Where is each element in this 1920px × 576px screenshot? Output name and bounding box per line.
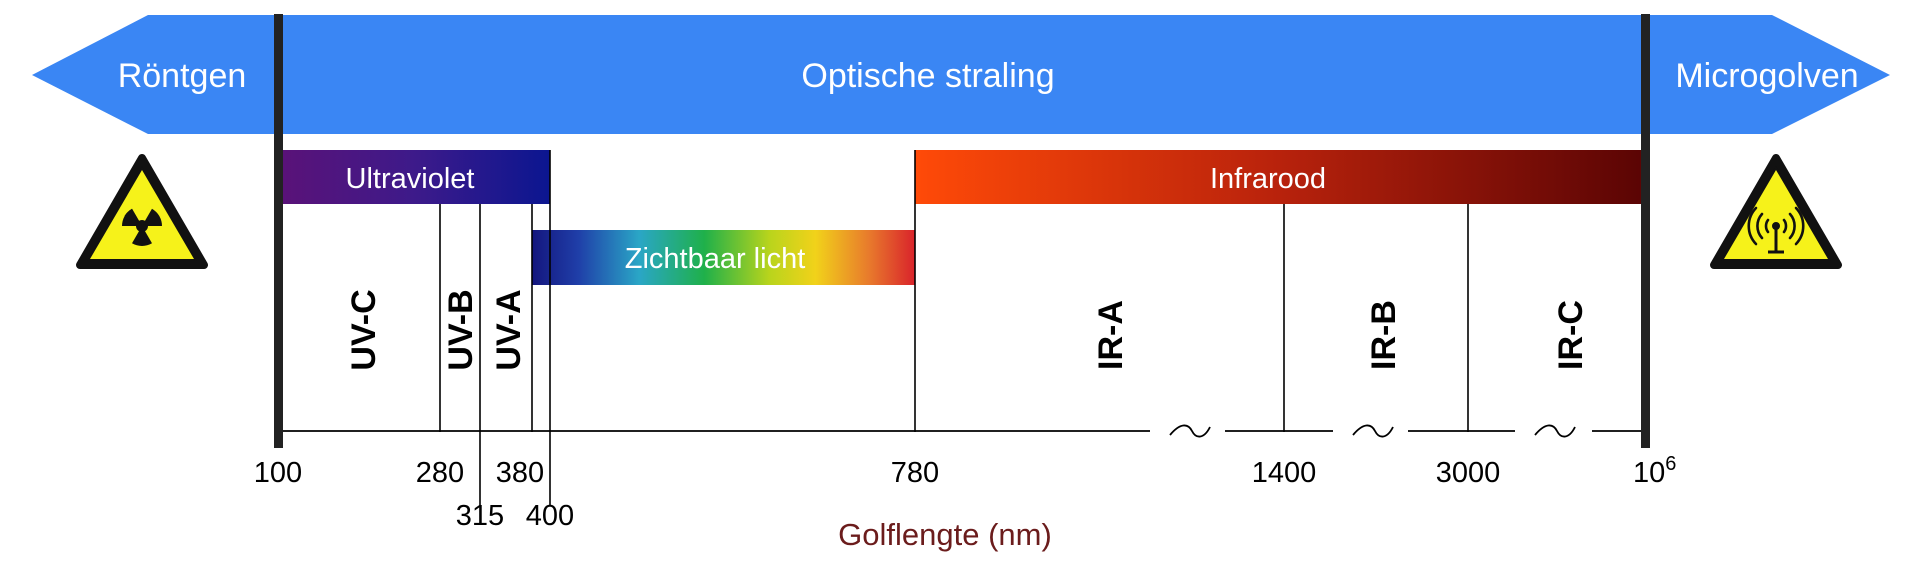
spectrum-banner-arrow (32, 15, 1890, 134)
tick-label-400: 400 (526, 500, 574, 532)
subdivision-lines (439, 150, 1469, 506)
tick-label-1400: 1400 (1252, 457, 1317, 489)
left-boundary-line (274, 14, 283, 448)
ultraviolet-band-label: Ultraviolet (346, 163, 475, 195)
axis-title: Golflengte (nm) (838, 517, 1052, 552)
non-ionizing-radiation-warning-icon (1710, 154, 1842, 269)
right-boundary-line (1641, 14, 1650, 448)
tick-label-100: 100 (254, 457, 302, 489)
tick-label-780: 780 (891, 457, 939, 489)
tick-label-3000: 3000 (1436, 457, 1501, 489)
visible-light-band (532, 230, 915, 285)
tick-label-315: 315 (456, 500, 504, 532)
subband-label-uvb: UV-B (442, 289, 480, 370)
banner-label-rontgen: Röntgen (118, 57, 247, 95)
banner-label-microwave: Microgolven (1675, 57, 1858, 95)
axis-break-1 (1169, 424, 1211, 438)
infrared-band-label: Infrarood (1210, 163, 1326, 195)
infrared-band (915, 150, 1644, 204)
tick-label-280: 280 (416, 457, 464, 489)
subband-label-irc: IR-C (1552, 300, 1590, 370)
banner-label-optical: Optische straling (801, 57, 1054, 95)
visible-light-band-label: Zichtbaar licht (625, 243, 806, 275)
wavelength-axis (283, 424, 1641, 438)
radiation-warning-icon (76, 154, 208, 269)
subband-label-uvc: UV-C (345, 289, 383, 370)
axis-break-2 (1352, 424, 1394, 438)
tick-label-380: 380 (496, 457, 544, 489)
tick-label-1e6: 106 (1633, 453, 1676, 489)
subband-label-uva: UV-A (490, 289, 528, 370)
subband-label-irb: IR-B (1365, 300, 1403, 370)
axis-break-3 (1534, 424, 1576, 438)
tick-label-1e6-exp: 6 (1665, 453, 1676, 475)
ultraviolet-band (280, 150, 550, 204)
subband-label-ira: IR-A (1092, 300, 1130, 370)
tick-label-1e6-base: 10 (1633, 457, 1665, 489)
